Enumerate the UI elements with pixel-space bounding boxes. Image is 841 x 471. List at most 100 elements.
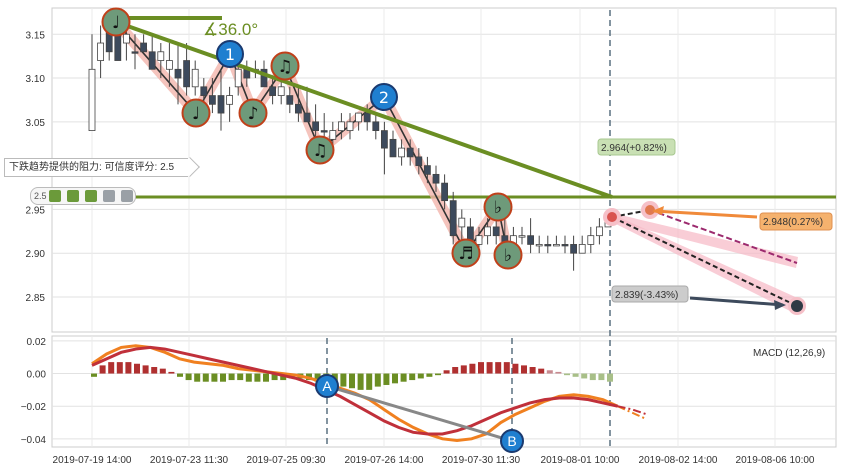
macd-panel-frame <box>51 335 837 448</box>
marker-label: ♫ <box>312 141 327 161</box>
macd-histogram-bar <box>116 362 123 374</box>
candle-body <box>441 182 449 202</box>
macd-histogram-bar <box>555 371 562 374</box>
svg-text:B: B <box>507 433 516 449</box>
divergence-line <box>326 384 513 443</box>
score-strip[interactable]: 2.5 <box>30 187 136 205</box>
candle-body <box>200 86 208 96</box>
macd-line-projection <box>617 405 648 421</box>
divergence-marker-b: B <box>500 429 524 453</box>
macd-histogram-bar <box>443 370 450 374</box>
candle-body <box>458 217 466 228</box>
macd-histogram-bar <box>357 373 364 390</box>
candle-body <box>286 95 294 105</box>
macd-histogram-bar <box>194 373 201 382</box>
marker-label: ♩ <box>192 104 200 124</box>
svg-text:2.964(+0.82%): 2.964(+0.82%) <box>601 143 667 154</box>
macd-histogram-bar <box>400 373 407 382</box>
macd-histogram-bar <box>314 373 321 382</box>
candle-body <box>312 121 320 131</box>
price-tick-label: 2.85 <box>26 293 46 304</box>
x-tick-label: 2019-07-19 14:00 <box>53 455 132 466</box>
macd-histogram-bar <box>598 373 605 381</box>
candle-body <box>123 33 130 44</box>
callout-mid: 2.948(0.27%) <box>652 206 833 231</box>
macd-legend: MACD (12,26,9) <box>753 348 825 359</box>
candle-body <box>398 147 406 158</box>
candle-body <box>88 68 96 131</box>
marker-label: ♭ <box>494 198 502 218</box>
candle-body <box>527 235 534 245</box>
wave-number-marker <box>370 83 398 111</box>
candle-body <box>415 156 423 167</box>
candle-body <box>553 244 560 247</box>
macd-histogram-bar <box>417 373 424 379</box>
note-marker <box>181 98 211 128</box>
macd-histogram-bar <box>108 362 115 374</box>
callout-lower: 2.839(-3.43%) <box>611 285 786 310</box>
projection-end-point <box>791 300 803 312</box>
price-tick-label: 2.90 <box>26 249 46 260</box>
resistance-note: 下跌趋势提供的阻力: 可信度评分: 2.5 <box>4 158 189 177</box>
note-marker <box>270 51 300 81</box>
macd-histogram-bar <box>263 373 269 382</box>
macd-histogram-bar <box>452 367 459 374</box>
macd-histogram-bar <box>185 373 192 381</box>
angle-label: ∡36.0° <box>203 20 258 39</box>
x-tick-label: 2019-07-30 11:30 <box>442 455 521 466</box>
candle-body <box>303 112 311 123</box>
candle-body <box>484 226 492 237</box>
price-tick-label: 3.10 <box>26 74 46 85</box>
macd-histogram-bar <box>374 373 381 387</box>
projection-start-point <box>607 212 617 222</box>
score-empty-icon <box>121 190 133 202</box>
macd-histogram-bar <box>607 373 613 382</box>
price-y-axis: 2.85 2.90 2.95 3.05 3.10 3.15 <box>26 30 46 304</box>
macd-histogram-bar <box>349 373 355 389</box>
candle-body <box>380 130 388 149</box>
macd-histogram-bar <box>564 373 570 376</box>
macd-histogram-bar <box>366 373 373 390</box>
candle-body <box>389 138 397 158</box>
candle-body <box>570 244 577 254</box>
marker-label: 1 <box>225 45 235 64</box>
macd-histogram-bar <box>392 373 398 384</box>
marker-label: ♩ <box>112 13 120 33</box>
macd-histogram-bar <box>134 363 140 374</box>
divergence-marker-a: A <box>315 374 339 398</box>
macd-histogram-bar <box>237 373 244 381</box>
candle-body <box>475 235 483 245</box>
x-tick-label: 2019-07-23 11:30 <box>150 455 229 466</box>
macd-histogram-bar <box>572 373 579 377</box>
macd-tick-label: −0.04 <box>21 435 47 446</box>
candle-body <box>294 103 302 114</box>
macd-tick-label: 0.02 <box>27 337 47 348</box>
candle-body <box>191 68 199 88</box>
macd-histogram-bar <box>581 373 588 379</box>
svg-text:2.948(0.27%): 2.948(0.27%) <box>763 217 823 228</box>
candle-body <box>114 33 122 61</box>
macd-histogram-bar <box>538 368 545 374</box>
macd-histogram-bar <box>546 370 553 374</box>
candle-body <box>355 112 363 123</box>
candle-body <box>346 121 354 131</box>
candle-body <box>165 60 173 70</box>
projection-line-upper <box>649 209 798 264</box>
candle-body <box>208 95 216 105</box>
candles <box>88 16 612 271</box>
marker-label: ♫ <box>277 57 292 77</box>
downtrend-line <box>115 20 613 199</box>
candle-body <box>578 244 586 254</box>
callout-upper: 2.964(+0.82%) <box>597 138 676 156</box>
marker-label: 2 <box>379 88 389 107</box>
candle-body <box>234 68 242 88</box>
macd-histogram-bar <box>202 373 209 382</box>
candle-body <box>140 42 148 53</box>
candle-body <box>320 130 328 133</box>
macd-histogram-bar <box>125 362 132 374</box>
candle-body <box>157 51 165 61</box>
note-marker <box>238 98 268 128</box>
macd-tick-label: −0.02 <box>21 402 47 413</box>
macd-histogram-bar <box>529 367 536 374</box>
projection-line-lower <box>611 216 798 307</box>
